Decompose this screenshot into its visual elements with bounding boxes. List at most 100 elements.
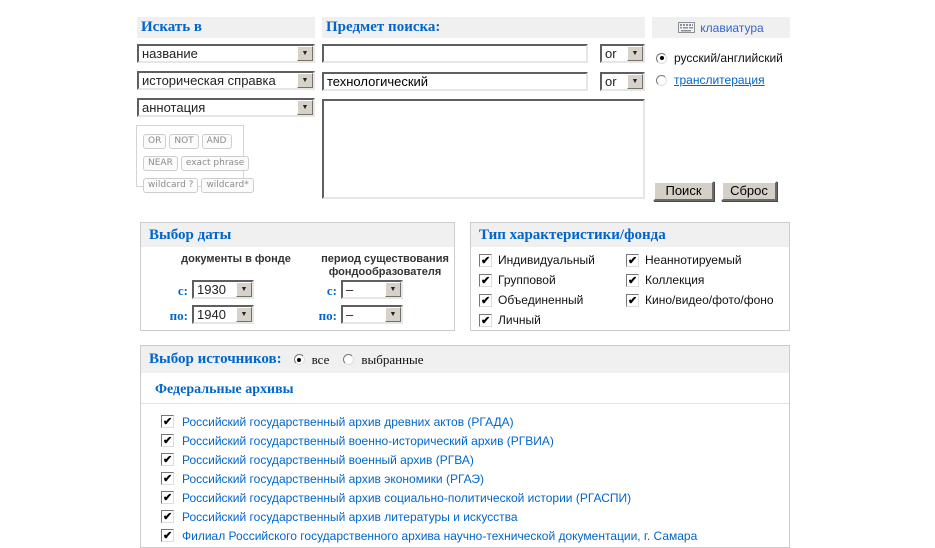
and-operator-button[interactable]: AND xyxy=(201,134,232,149)
archive-checkbox-rgada[interactable] xyxy=(161,415,174,428)
fund-type-box: Тип характеристики/фонда Индивидуальный … xyxy=(470,222,790,331)
sources-option-selected[interactable]: выбранные xyxy=(343,351,424,368)
doc-from-select[interactable]: 1930 ▼ xyxy=(192,280,254,299)
search-terms-textarea[interactable] xyxy=(322,99,645,199)
archive-row: Филиал Российского государственного архи… xyxy=(161,526,789,545)
archives-list: Российский государственный архив древних… xyxy=(141,404,789,545)
transliteration-link[interactable]: транслитерация xyxy=(674,73,765,87)
group-checkbox[interactable] xyxy=(479,273,492,287)
chevron-down-icon[interactable]: ▼ xyxy=(236,282,252,297)
archive-row: Российский государственный архив экономи… xyxy=(161,469,789,488)
united-checkbox[interactable] xyxy=(479,293,492,307)
fund-type-row-individual[interactable]: Индивидуальный xyxy=(479,253,595,267)
sources-radio-all[interactable] xyxy=(293,354,305,365)
chevron-down-icon[interactable]: ▼ xyxy=(297,100,313,115)
near-operator-button[interactable]: NEAR xyxy=(143,156,178,171)
fund-type-row-united[interactable]: Объединенный xyxy=(479,293,583,307)
personal-checkbox[interactable] xyxy=(479,313,492,327)
archive-link-rgada[interactable]: Российский государственный архив древних… xyxy=(182,414,514,429)
chevron-down-icon[interactable]: ▼ xyxy=(627,74,643,89)
keyboard-link[interactable]: клавиатура xyxy=(700,20,764,35)
chevron-down-icon[interactable]: ▼ xyxy=(297,46,313,61)
chevron-down-icon[interactable]: ▼ xyxy=(385,307,401,322)
creator-to-select-value: – xyxy=(346,307,354,322)
fund-type-header: Тип характеристики/фонда xyxy=(471,223,789,247)
exact-phrase-button[interactable]: exact phrase xyxy=(180,156,250,171)
creator-from-select-value: – xyxy=(346,282,354,297)
archive-link-rgvia[interactable]: Российский государственный военно-истори… xyxy=(182,433,554,448)
archive-row: Российский государственный военный архив… xyxy=(161,450,789,469)
archive-link-samara[interactable]: Филиал Российского государственного архи… xyxy=(182,528,698,543)
archive-link-rgaspi[interactable]: Российский государственный архив социаль… xyxy=(182,490,632,505)
federal-archives-title: Федеральные архивы xyxy=(155,382,294,397)
doc-to-select[interactable]: 1940 ▼ xyxy=(192,305,254,324)
creator-to-select[interactable]: – ▼ xyxy=(341,305,403,324)
search-field-select-1-value: название xyxy=(142,46,198,61)
archive-row: Российский государственный военно-истори… xyxy=(161,431,789,450)
search-field-select-3-value: аннотация xyxy=(142,100,206,115)
doc-from-select-value: 1930 xyxy=(197,282,226,297)
creator-from-select[interactable]: – ▼ xyxy=(341,280,403,299)
not-operator-button[interactable]: NOT xyxy=(169,134,199,149)
language-option-russian[interactable]: русский/английский xyxy=(656,51,783,65)
sources-radio-all-label: все xyxy=(311,351,330,367)
fund-type-row-collection[interactable]: Коллекция xyxy=(626,273,704,287)
date-selection-box: Выбор даты документы в фонде период суще… xyxy=(140,222,455,331)
wildcard-question-button[interactable]: wildcard ? xyxy=(143,178,199,193)
language-option-transliteration[interactable]: транслитерация xyxy=(656,73,765,87)
language-radio-transliteration[interactable] xyxy=(656,74,667,86)
collection-checkbox[interactable] xyxy=(626,273,639,287)
sources-option-all[interactable]: все xyxy=(293,351,330,368)
individual-checkbox[interactable] xyxy=(479,253,492,267)
search-field-select-3[interactable]: аннотация ▼ xyxy=(137,98,315,117)
archive-checkbox-rgali[interactable] xyxy=(161,510,174,523)
language-radio-russian-label: русский/английский xyxy=(674,51,783,65)
sources-radio-selected[interactable] xyxy=(343,354,355,365)
archive-checkbox-rgae[interactable] xyxy=(161,472,174,485)
search-field-select-1[interactable]: название ▼ xyxy=(137,44,315,63)
sources-radio-selected-label: выбранные xyxy=(361,351,424,367)
search-in-title: Искать в xyxy=(141,19,203,35)
doc-to-select-value: 1940 xyxy=(197,307,226,322)
chevron-down-icon[interactable]: ▼ xyxy=(627,46,643,61)
connector-select-1[interactable]: or ▼ xyxy=(600,44,645,63)
creator-period-label: период существования фондообразователя xyxy=(321,253,449,278)
archive-checkbox-rgaspi[interactable] xyxy=(161,491,174,504)
archive-row: Российский государственный архив древних… xyxy=(161,412,789,431)
search-term-input-1[interactable] xyxy=(322,44,588,63)
chevron-down-icon[interactable]: ▼ xyxy=(385,282,401,297)
fund-type-row-media[interactable]: Кино/видео/фото/фоно xyxy=(626,293,774,307)
date-box-header: Выбор даты xyxy=(141,223,454,247)
archive-checkbox-rgva[interactable] xyxy=(161,453,174,466)
search-term-input-2[interactable] xyxy=(322,72,588,91)
creator-from-label: с: xyxy=(326,283,337,298)
archive-link-rgali[interactable]: Российский государственный архив литерат… xyxy=(182,509,518,524)
date-box-title: Выбор даты xyxy=(149,226,232,243)
wildcard-star-button[interactable]: wildcard* xyxy=(201,178,254,193)
archive-checkbox-rgvia[interactable] xyxy=(161,434,174,447)
archive-row: Российский государственный архив социаль… xyxy=(161,488,789,507)
language-radio-russian[interactable] xyxy=(656,52,667,64)
search-button[interactable]: Поиск xyxy=(653,181,714,201)
connector-select-2[interactable]: or ▼ xyxy=(600,72,645,91)
or-operator-button[interactable]: OR xyxy=(143,134,167,149)
doc-from-label: с: xyxy=(177,283,188,298)
search-field-select-2-value: историческая справка xyxy=(142,73,276,88)
chevron-down-icon[interactable]: ▼ xyxy=(297,73,313,88)
keyboard-icon[interactable] xyxy=(678,22,696,33)
archive-checkbox-samara[interactable] xyxy=(161,529,174,542)
unannotated-checkbox[interactable] xyxy=(626,253,639,267)
fund-type-row-group[interactable]: Групповой xyxy=(479,273,556,287)
fund-type-row-personal[interactable]: Личный xyxy=(479,313,541,327)
operator-palette: OR NOT AND NEAR exact phrase wildcard ? wild… xyxy=(136,125,254,193)
media-checkbox[interactable] xyxy=(626,293,639,307)
search-field-select-2[interactable]: историческая справка ▼ xyxy=(137,71,315,90)
chevron-down-icon[interactable]: ▼ xyxy=(236,307,252,322)
documents-in-fund-label: документы в фонде xyxy=(181,253,291,265)
fund-type-row-unannotated[interactable]: Неаннотируемый xyxy=(626,253,742,267)
archive-link-rgae[interactable]: Российский государственный архив экономи… xyxy=(182,471,485,486)
archive-link-rgva[interactable]: Российский государственный военный архив… xyxy=(182,452,474,467)
subject-header-strip: Предмет поиска: xyxy=(322,17,645,38)
reset-button[interactable]: Сброс xyxy=(721,181,777,201)
